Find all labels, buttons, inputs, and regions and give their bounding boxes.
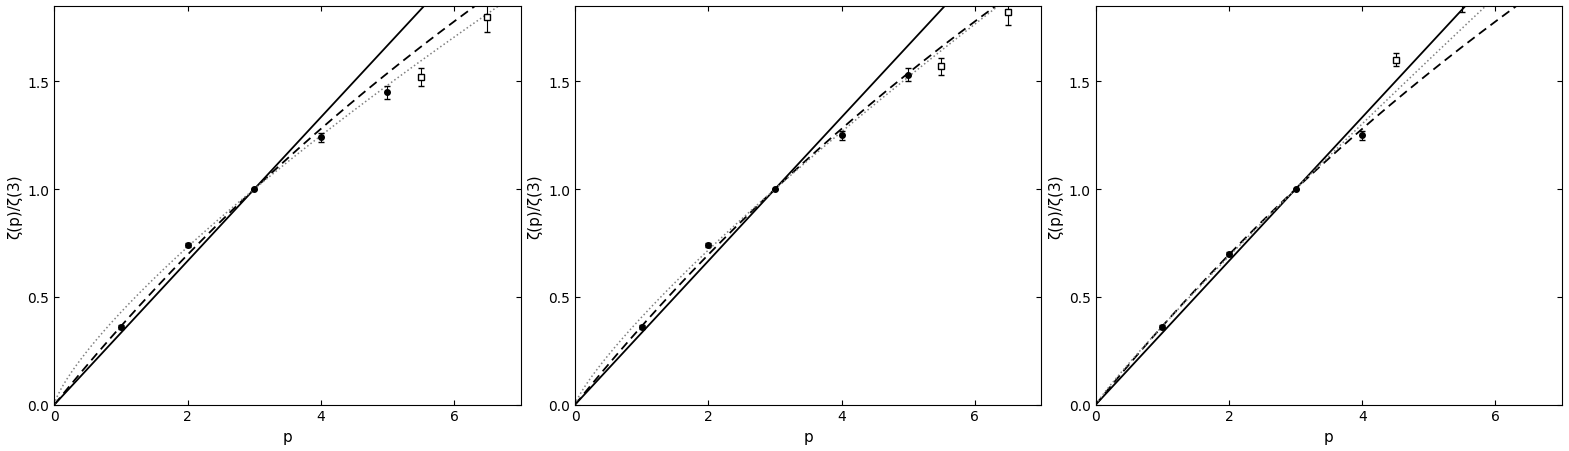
X-axis label: p: p bbox=[282, 429, 292, 444]
Y-axis label: ζ(p)/ζ(3): ζ(p)/ζ(3) bbox=[527, 174, 543, 238]
X-axis label: p: p bbox=[1324, 429, 1334, 444]
X-axis label: p: p bbox=[803, 429, 813, 444]
Y-axis label: ζ(p)/ζ(3): ζ(p)/ζ(3) bbox=[1048, 174, 1064, 238]
Y-axis label: ζ(p)/ζ(3): ζ(p)/ζ(3) bbox=[6, 174, 22, 238]
